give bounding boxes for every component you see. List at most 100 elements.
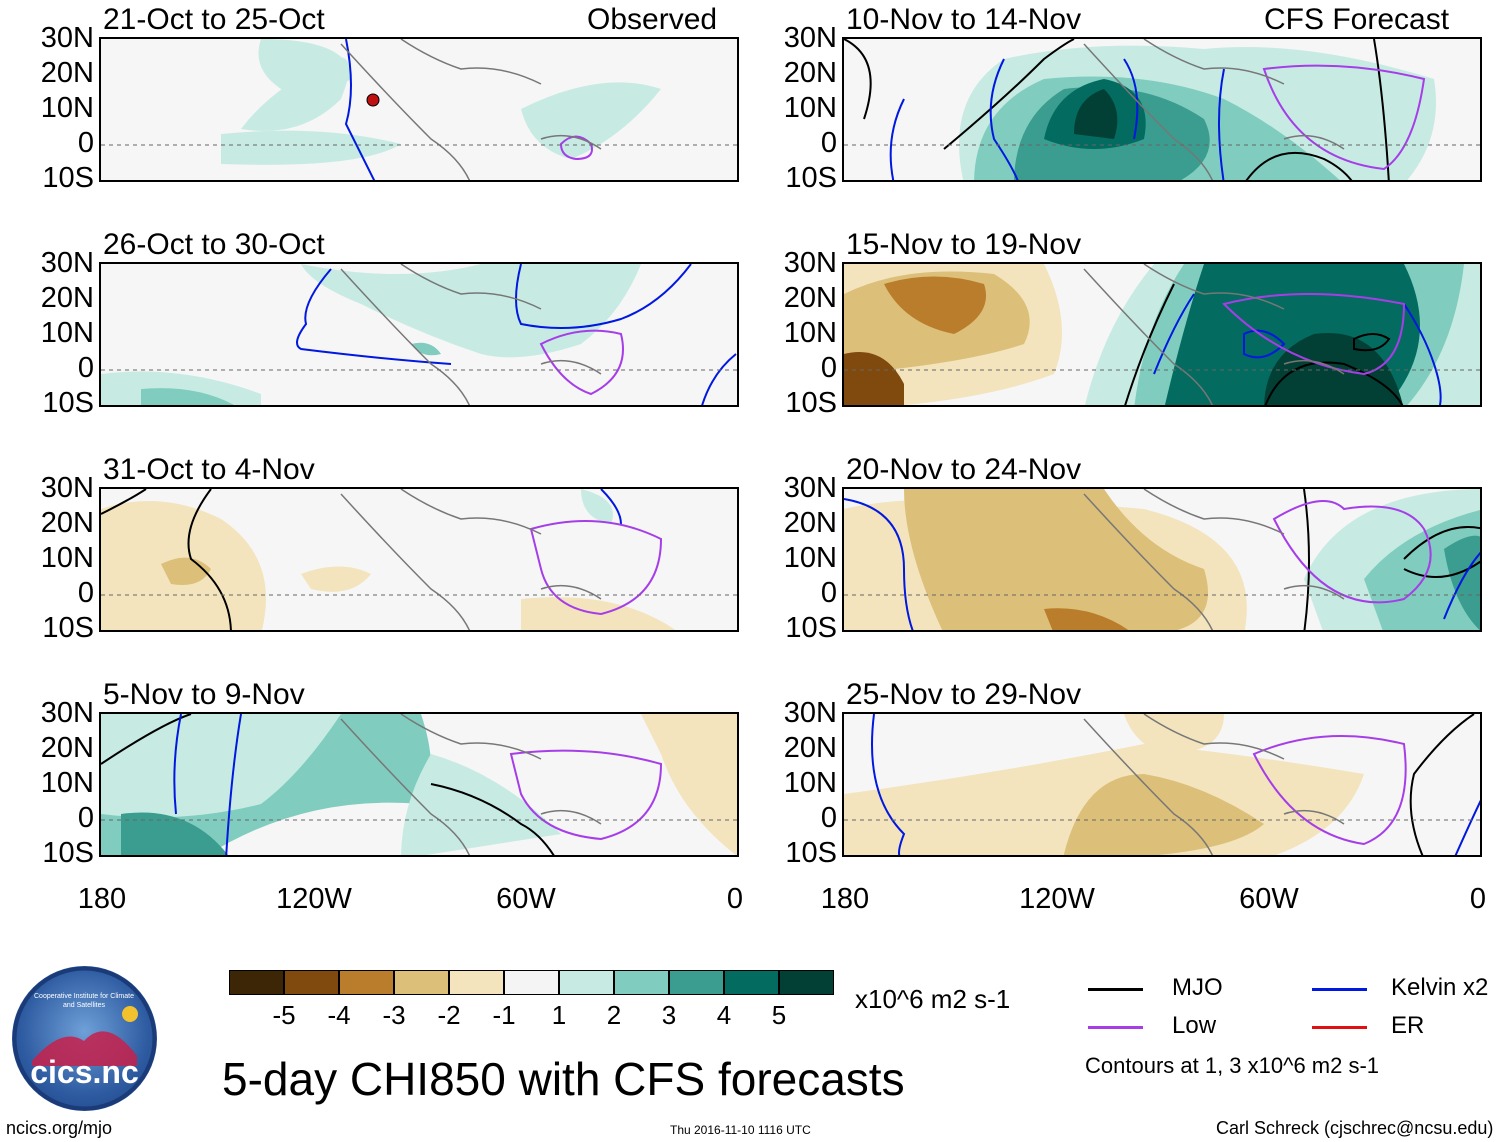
map-panel-2: [99, 262, 739, 407]
colorbar-swatch: [614, 970, 669, 995]
panel-title-6: 15-Nov to 19-Nov: [846, 228, 1082, 261]
map-panel-4: [99, 712, 739, 857]
lat-label: 20N: [40, 732, 94, 764]
lat-label: 10S: [785, 162, 837, 194]
lon-label-120w-right: 120W: [1019, 883, 1095, 915]
lat-label: 20N: [40, 282, 94, 314]
lat-label: 10N: [40, 317, 94, 349]
logo-text: cics.nc: [30, 1054, 139, 1090]
colorbar-units: x10^6 m2 s-1: [855, 984, 1011, 1014]
lat-label: 10N: [783, 92, 837, 124]
colorbar-swatch: [339, 970, 394, 995]
colorbar-swatch: [779, 970, 834, 995]
lat-label: 30N: [783, 697, 837, 729]
lat-label: 10N: [40, 767, 94, 799]
lon-label-0-left: 0: [726, 883, 744, 915]
lat-label: 0: [820, 802, 837, 834]
lon-label-180-left: 180: [77, 883, 127, 915]
colorbar-swatch: [394, 970, 449, 995]
lat-label: 10S: [42, 612, 94, 644]
lat-label: 30N: [40, 247, 94, 279]
logo-ring-text: Cooperative Institute for Climate and Sa…: [34, 993, 134, 1009]
lat-label: 20N: [783, 282, 837, 314]
observed-label: Observed: [587, 3, 718, 36]
colorbar-label: 5: [771, 1000, 787, 1030]
lat-label: 30N: [40, 697, 94, 729]
lat-label: 30N: [783, 247, 837, 279]
lat-label: 0: [820, 352, 837, 384]
panel-title-7: 20-Nov to 24-Nov: [846, 453, 1082, 486]
lat-label: 10S: [42, 387, 94, 419]
lat-label: 10N: [783, 767, 837, 799]
lat-label: 10N: [40, 92, 94, 124]
map-panel-6: [842, 262, 1482, 407]
legend-line-low: [1088, 1026, 1143, 1029]
legend-label-kelvin: Kelvin x2: [1391, 974, 1489, 1001]
panel-title-4: 5-Nov to 9-Nov: [103, 678, 305, 711]
cics-logo: cics.nc Cooperative Institute for Climat…: [12, 966, 157, 1111]
panel-title-2: 26-Oct to 30-Oct: [103, 228, 325, 261]
contour-note: Contours at 1, 3 x10^6 m2 s-1: [1085, 1053, 1380, 1078]
legend-line-er: [1312, 1026, 1367, 1029]
footer-author: Carl Schreck (cjschrec@ncsu.edu): [1216, 1118, 1494, 1138]
lat-label: 20N: [40, 57, 94, 89]
lat-label: 20N: [40, 507, 94, 539]
colorbar-label: -4: [327, 1000, 351, 1030]
lat-label: 10S: [785, 387, 837, 419]
legend-label-low: Low: [1172, 1012, 1217, 1039]
lon-label-0-right: 0: [1469, 883, 1487, 915]
lat-label: 0: [820, 127, 837, 159]
lat-label: 10S: [785, 837, 837, 869]
footer-link[interactable]: ncics.org/mjo: [6, 1118, 113, 1138]
colorbar-swatch: [229, 970, 284, 995]
colorbar-swatch: [559, 970, 614, 995]
legend-label-er: ER: [1391, 1012, 1425, 1039]
colorbar-label: 3: [661, 1000, 677, 1030]
lat-label: 10S: [785, 612, 837, 644]
colorbar-label: -2: [437, 1000, 461, 1030]
panel-title-1: 21-Oct to 25-Oct: [103, 3, 325, 36]
colorbar-swatch: [284, 970, 339, 995]
map-panel-5: [842, 37, 1482, 182]
lat-label: 20N: [783, 57, 837, 89]
colorbar-label: -3: [382, 1000, 406, 1030]
lat-label: 20N: [783, 732, 837, 764]
lat-label: 30N: [40, 472, 94, 504]
lat-label: 0: [77, 577, 94, 609]
legend-label-mjo: MJO: [1172, 974, 1223, 1001]
lat-label: 10S: [42, 837, 94, 869]
colorbar-label: -1: [492, 1000, 516, 1030]
lat-label: 30N: [40, 22, 94, 54]
colorbar-label: 2: [606, 1000, 622, 1030]
lat-label: 30N: [783, 22, 837, 54]
lat-label: 0: [820, 577, 837, 609]
lon-label-60w-right: 60W: [1239, 883, 1299, 915]
lat-label: 30N: [783, 472, 837, 504]
lat-label: 0: [77, 127, 94, 159]
colorbar-label: 1: [551, 1000, 567, 1030]
colorbar-swatch: [449, 970, 504, 995]
lat-label: 10S: [42, 162, 94, 194]
colorbar-swatch: [669, 970, 724, 995]
colorbar-swatch: [504, 970, 559, 995]
colorbar-label: 4: [716, 1000, 732, 1030]
forecast-label: CFS Forecast: [1264, 3, 1450, 36]
colorbar-label: -5: [272, 1000, 296, 1030]
panel-title-5: 10-Nov to 14-Nov: [846, 3, 1082, 36]
legend-line-mjo: [1088, 988, 1143, 991]
map-panel-1: [99, 37, 739, 182]
map-panel-7: [842, 487, 1482, 632]
lat-label: 0: [77, 352, 94, 384]
panel-title-3: 31-Oct to 4-Nov: [103, 453, 315, 486]
lat-label: 0: [77, 802, 94, 834]
lon-label-180-right: 180: [820, 883, 870, 915]
lat-label: 20N: [783, 507, 837, 539]
map-panel-3: [99, 487, 739, 632]
lon-label-60w-left: 60W: [496, 883, 556, 915]
figure-title: 5-day CHI850 with CFS forecasts: [222, 1053, 905, 1105]
legend-line-kelvin: [1312, 988, 1367, 991]
panel-title-8: 25-Nov to 29-Nov: [846, 678, 1082, 711]
lat-label: 10N: [40, 542, 94, 574]
lat-label: 10N: [783, 317, 837, 349]
map-panel-8: [842, 712, 1482, 857]
